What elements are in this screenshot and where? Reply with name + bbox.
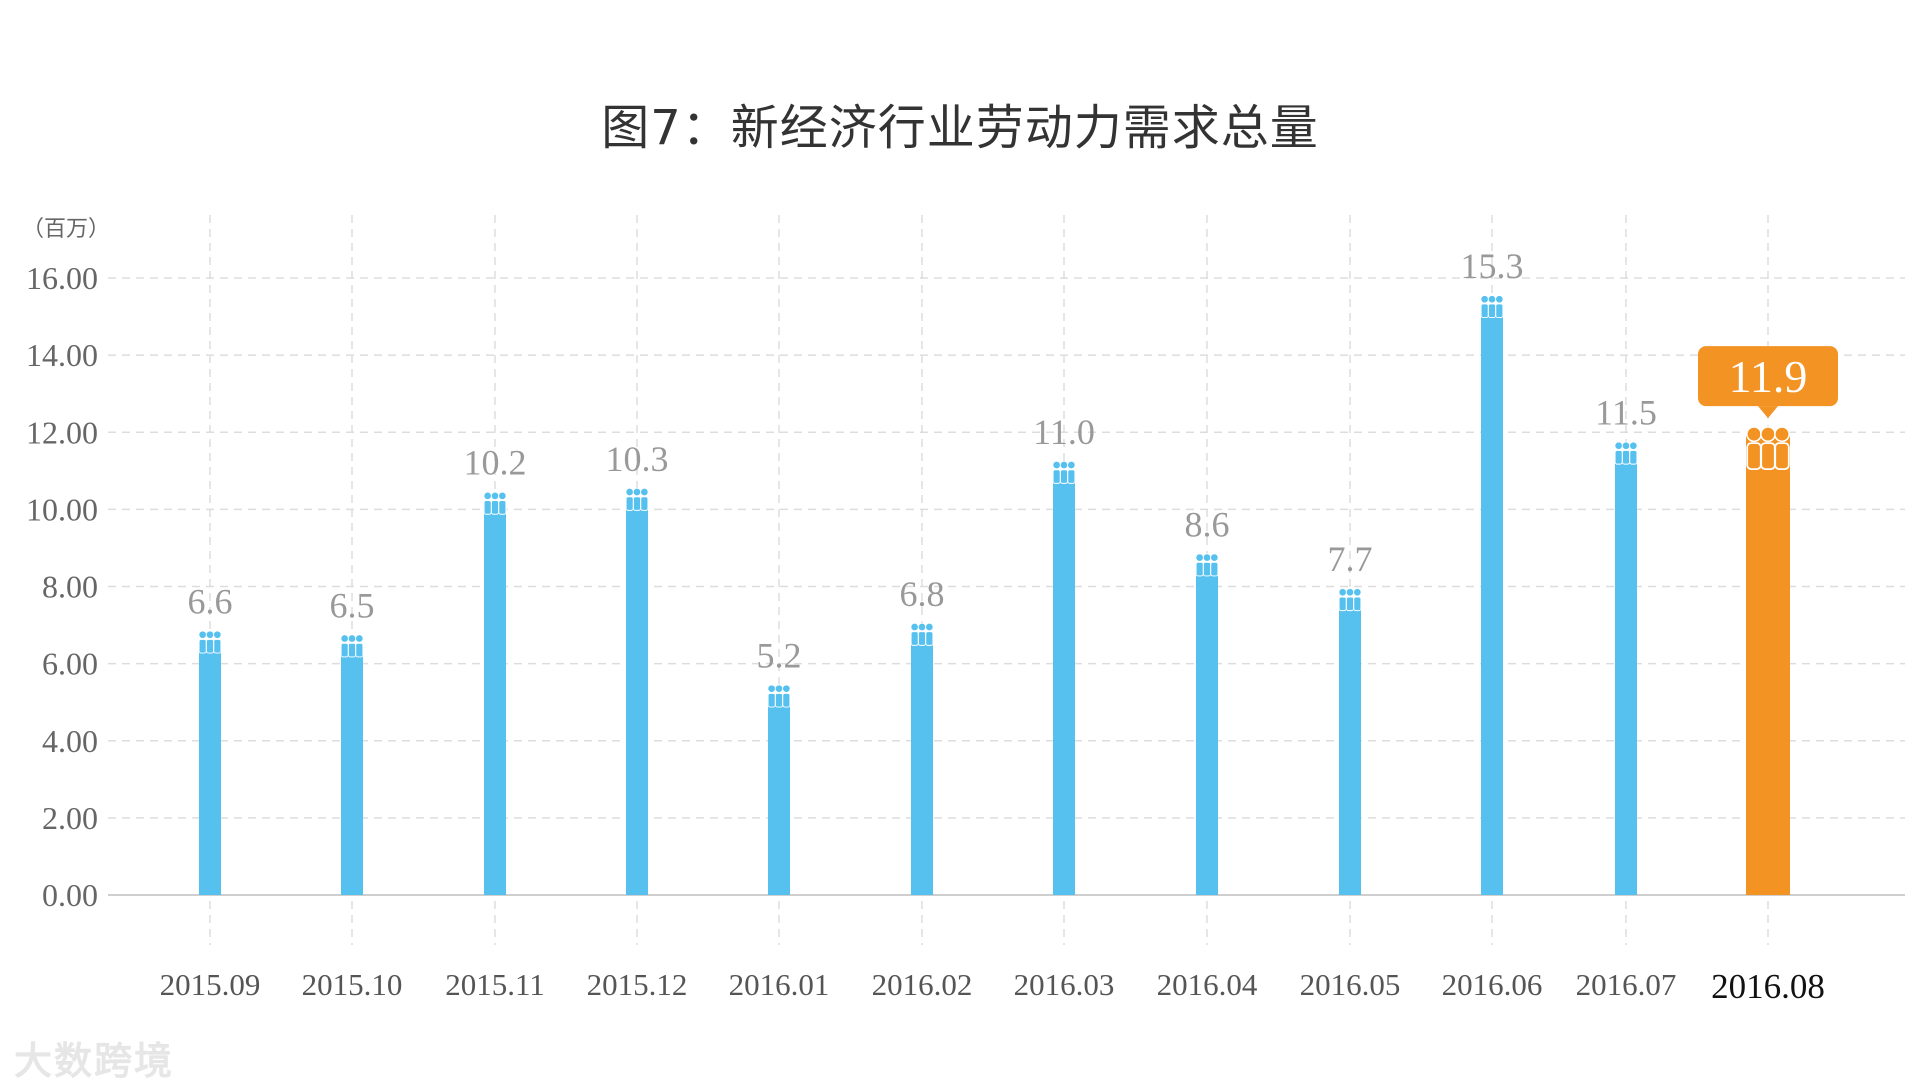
- y-tick-label: 0.00: [42, 877, 98, 913]
- value-label: 11.0: [1033, 412, 1095, 452]
- people-icon: [767, 684, 791, 708]
- people-icon: [1052, 460, 1076, 484]
- value-label: 6.8: [900, 574, 945, 614]
- y-tick-label: 6.00: [42, 646, 98, 682]
- bar: [484, 501, 506, 895]
- y-tick-label: 2.00: [42, 800, 98, 836]
- bars: 6.6 6.5 10.2 10.3 5.2 6.8 11.0 8.6 7.7 15.3 11.5 11…: [188, 246, 1838, 895]
- bar: [1746, 436, 1790, 895]
- value-label: 8.6: [1185, 504, 1230, 544]
- x-tick-label: 2016.03: [1014, 967, 1115, 1002]
- chart-title: 图7：新经济行业劳动力需求总量: [601, 100, 1319, 156]
- people-icon: [483, 491, 507, 515]
- y-axis-unit: （百万）: [22, 217, 110, 242]
- y-tick-label: 10.00: [26, 491, 98, 527]
- bar: [626, 497, 648, 895]
- value-label-highlight: 11.9: [1729, 351, 1808, 402]
- highlight-callout: 11.9: [1698, 346, 1838, 419]
- value-label: 6.5: [330, 585, 375, 625]
- bar: [341, 644, 363, 895]
- bar: [1196, 563, 1218, 895]
- x-tick-label: 2016.08: [1711, 967, 1825, 1006]
- people-icon: [340, 634, 364, 658]
- people-icon: [625, 487, 649, 511]
- y-tick-label: 12.00: [26, 414, 98, 450]
- people-icon: [198, 630, 222, 654]
- value-label: 10.2: [464, 443, 527, 483]
- people-icon: [1746, 426, 1791, 471]
- y-tick-label: 4.00: [42, 723, 98, 759]
- y-tick-label: 16.00: [26, 260, 98, 296]
- bar: [768, 694, 790, 895]
- bar: [1481, 304, 1503, 895]
- people-icon: [1195, 553, 1219, 577]
- x-tick-label: 2016.02: [872, 967, 973, 1002]
- x-tick-label: 2016.04: [1157, 967, 1258, 1002]
- people-icon: [1480, 294, 1504, 319]
- x-tick-label: 2015.10: [302, 967, 403, 1002]
- value-label: 7.7: [1328, 539, 1373, 579]
- watermark-logo: 大数跨境: [14, 1039, 175, 1080]
- value-label: 5.2: [757, 635, 802, 675]
- y-tick-label: 14.00: [26, 337, 98, 373]
- bar: [1053, 470, 1075, 895]
- value-label: 11.5: [1595, 393, 1657, 433]
- value-label: 6.6: [188, 581, 233, 621]
- value-label: 10.3: [606, 439, 669, 479]
- bar: [911, 632, 933, 895]
- value-label: 15.3: [1461, 246, 1524, 286]
- x-tick-label: 2015.11: [445, 967, 545, 1002]
- people-icon: [1338, 588, 1362, 612]
- x-tick-label: 2015.09: [160, 967, 261, 1002]
- people-icon: [1614, 441, 1638, 465]
- bar: [199, 640, 221, 895]
- x-tick-label: 2015.12: [587, 967, 688, 1002]
- y-axis: 0.00 2.00 4.00 6.00 8.00 10.00 12.00 14.00 16.00: [26, 260, 98, 913]
- bar: [1615, 451, 1637, 895]
- people-icon: [910, 622, 934, 646]
- y-tick-label: 8.00: [42, 569, 98, 605]
- x-tick-label: 2016.01: [729, 967, 830, 1002]
- x-tick-label: 2016.06: [1442, 967, 1543, 1002]
- x-axis: 2015.09 2015.10 2015.11 2015.12 2016.01 2016.…: [160, 967, 1825, 1006]
- x-tick-label: 2016.05: [1300, 967, 1401, 1002]
- x-tick-label: 2016.07: [1576, 967, 1677, 1002]
- bar: [1339, 598, 1361, 895]
